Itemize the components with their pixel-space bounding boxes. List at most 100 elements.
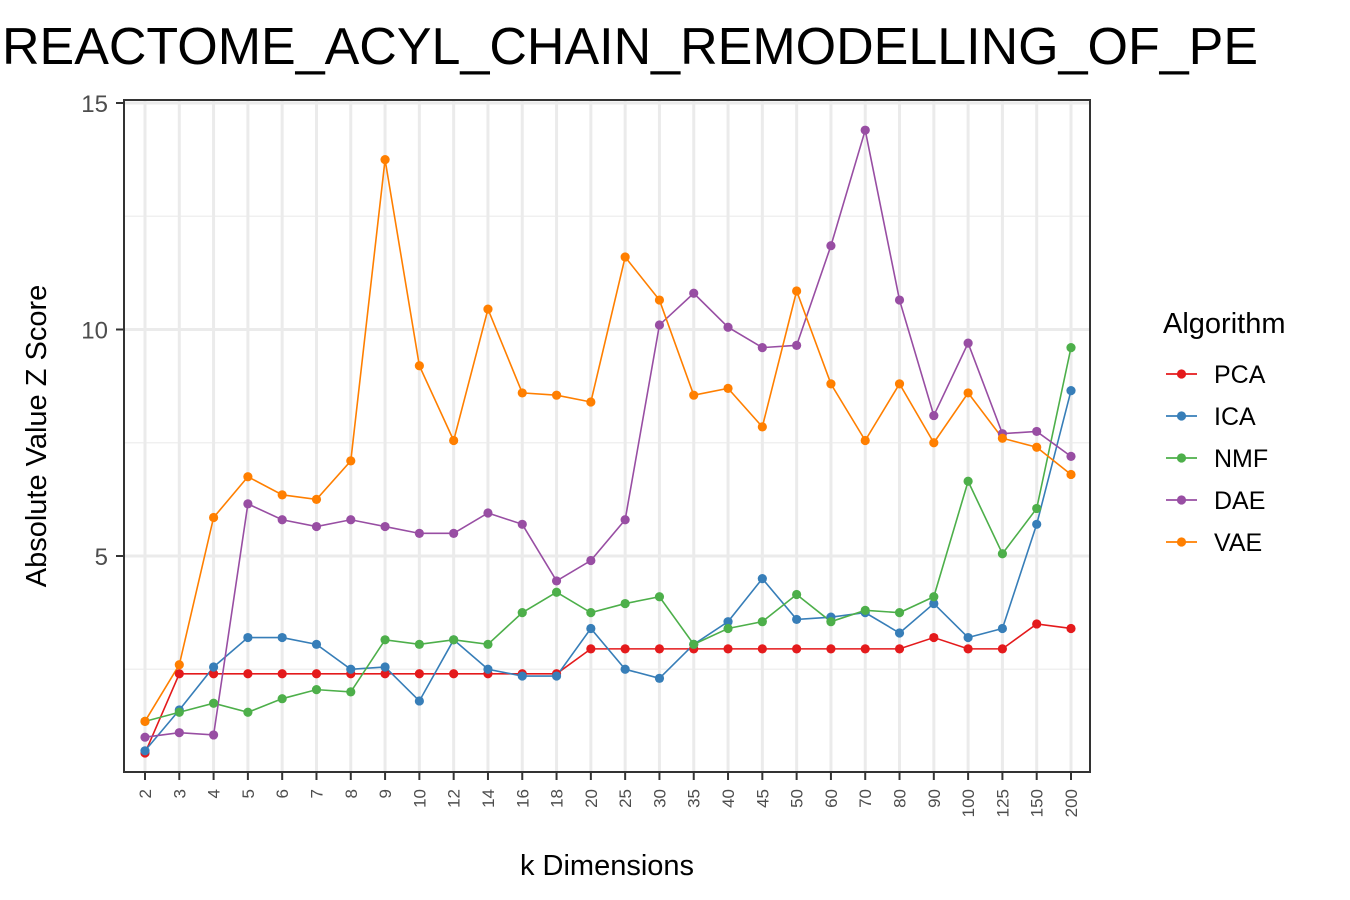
x-tick-label: 9 bbox=[376, 789, 395, 798]
x-tick-label: 70 bbox=[856, 789, 875, 808]
data-point-pca bbox=[997, 644, 1008, 654]
legend-marker-ica bbox=[1176, 411, 1187, 421]
data-point-dae bbox=[449, 528, 459, 538]
data-point-ica bbox=[140, 746, 150, 756]
data-point-vae bbox=[551, 390, 562, 400]
data-point-dae bbox=[311, 521, 322, 532]
data-point-vae bbox=[414, 361, 424, 371]
x-tick-label: 4 bbox=[205, 789, 224, 798]
x-tick-label: 35 bbox=[685, 789, 704, 808]
data-point-dae bbox=[620, 515, 630, 525]
data-point-vae bbox=[380, 155, 390, 165]
x-tick-label: 150 bbox=[1028, 789, 1047, 817]
data-point-vae bbox=[277, 490, 287, 500]
legend-marker-nmf bbox=[1176, 453, 1187, 463]
x-tick-label: 5 bbox=[239, 789, 258, 798]
data-point-vae bbox=[208, 512, 219, 523]
legend: Algorithm PCA ICA NMF DAE VAE bbox=[1163, 308, 1286, 557]
data-point-dae bbox=[826, 241, 836, 251]
data-point-pca bbox=[860, 644, 870, 654]
data-point-nmf bbox=[997, 549, 1008, 559]
y-axis-title: Absolute Value Z Score bbox=[21, 285, 53, 588]
data-point-nmf bbox=[243, 707, 253, 717]
data-point-nmf bbox=[449, 635, 459, 645]
x-tick-label: 6 bbox=[273, 789, 292, 798]
data-point-nmf bbox=[483, 639, 493, 649]
data-point-vae bbox=[723, 383, 733, 393]
data-point-nmf bbox=[586, 608, 596, 618]
data-point-nmf bbox=[311, 685, 322, 695]
data-point-vae bbox=[140, 716, 150, 726]
x-tick-label: 3 bbox=[170, 789, 189, 798]
data-point-nmf bbox=[208, 698, 219, 708]
data-point-nmf bbox=[723, 623, 733, 634]
legend-title: Algorithm bbox=[1163, 308, 1286, 340]
data-point-dae bbox=[654, 320, 665, 330]
data-point-ica bbox=[894, 628, 905, 638]
data-point-nmf bbox=[894, 608, 905, 618]
legend-marker-vae bbox=[1176, 537, 1187, 547]
data-point-vae bbox=[483, 304, 493, 314]
data-point-ica bbox=[277, 632, 287, 643]
data-point-nmf bbox=[380, 635, 390, 645]
legend-label-pca: PCA bbox=[1214, 361, 1266, 389]
x-tick-label: 8 bbox=[342, 789, 361, 798]
series-line-pca bbox=[144, 623, 1072, 754]
data-point-ica bbox=[586, 623, 596, 634]
data-point-ica bbox=[311, 639, 322, 649]
data-point-ica bbox=[654, 673, 665, 683]
x-tick-label: 100 bbox=[959, 789, 978, 817]
data-point-ica bbox=[997, 623, 1008, 634]
data-point-pca bbox=[243, 669, 253, 679]
data-point-pca bbox=[414, 669, 424, 679]
data-point-nmf bbox=[346, 687, 356, 697]
data-point-vae bbox=[963, 388, 973, 398]
y-tick-label: 5 bbox=[95, 544, 108, 571]
series-line-nmf bbox=[144, 347, 1072, 723]
legend-marker-dae bbox=[1176, 495, 1187, 505]
data-point-ica bbox=[963, 632, 973, 643]
data-point-nmf bbox=[654, 592, 665, 602]
data-point-vae bbox=[174, 660, 184, 670]
data-point-dae bbox=[894, 295, 905, 305]
data-point-dae bbox=[723, 322, 733, 332]
data-point-nmf bbox=[517, 608, 527, 618]
data-point-ica bbox=[1032, 519, 1042, 529]
y-tick-label: 10 bbox=[81, 318, 108, 345]
data-point-nmf bbox=[1066, 343, 1076, 353]
data-point-vae bbox=[689, 390, 699, 400]
data-point-ica bbox=[243, 632, 253, 643]
plot-grid bbox=[124, 100, 1090, 772]
legend-label-ica: ICA bbox=[1214, 403, 1256, 431]
plot-panel-border bbox=[123, 99, 1091, 773]
x-tick-label: 7 bbox=[307, 789, 326, 798]
x-tick-label: 200 bbox=[1062, 789, 1081, 817]
data-point-nmf bbox=[551, 587, 562, 597]
data-point-ica bbox=[620, 664, 630, 674]
data-point-pca bbox=[963, 644, 973, 654]
data-point-pca bbox=[929, 632, 939, 643]
data-point-vae bbox=[894, 379, 905, 389]
data-point-vae bbox=[311, 494, 322, 504]
data-point-pca bbox=[1066, 623, 1076, 634]
series-points bbox=[140, 125, 1076, 758]
series-lines bbox=[144, 129, 1072, 754]
data-point-ica bbox=[414, 696, 424, 706]
x-tick-label: 12 bbox=[445, 789, 464, 808]
data-point-dae bbox=[517, 519, 527, 529]
x-tick-label: 45 bbox=[753, 789, 772, 808]
data-point-ica bbox=[346, 664, 356, 674]
data-point-dae bbox=[208, 730, 219, 740]
data-point-dae bbox=[1066, 451, 1076, 461]
data-point-dae bbox=[174, 728, 184, 738]
data-point-vae bbox=[449, 435, 459, 446]
data-point-ica bbox=[1066, 386, 1076, 396]
data-point-nmf bbox=[963, 476, 973, 486]
data-point-ica bbox=[208, 662, 219, 672]
data-point-pca bbox=[208, 669, 219, 679]
legend-marker-pca bbox=[1176, 369, 1187, 379]
x-tick-label: 20 bbox=[582, 789, 601, 808]
data-point-dae bbox=[346, 515, 356, 525]
data-point-vae bbox=[346, 456, 356, 466]
